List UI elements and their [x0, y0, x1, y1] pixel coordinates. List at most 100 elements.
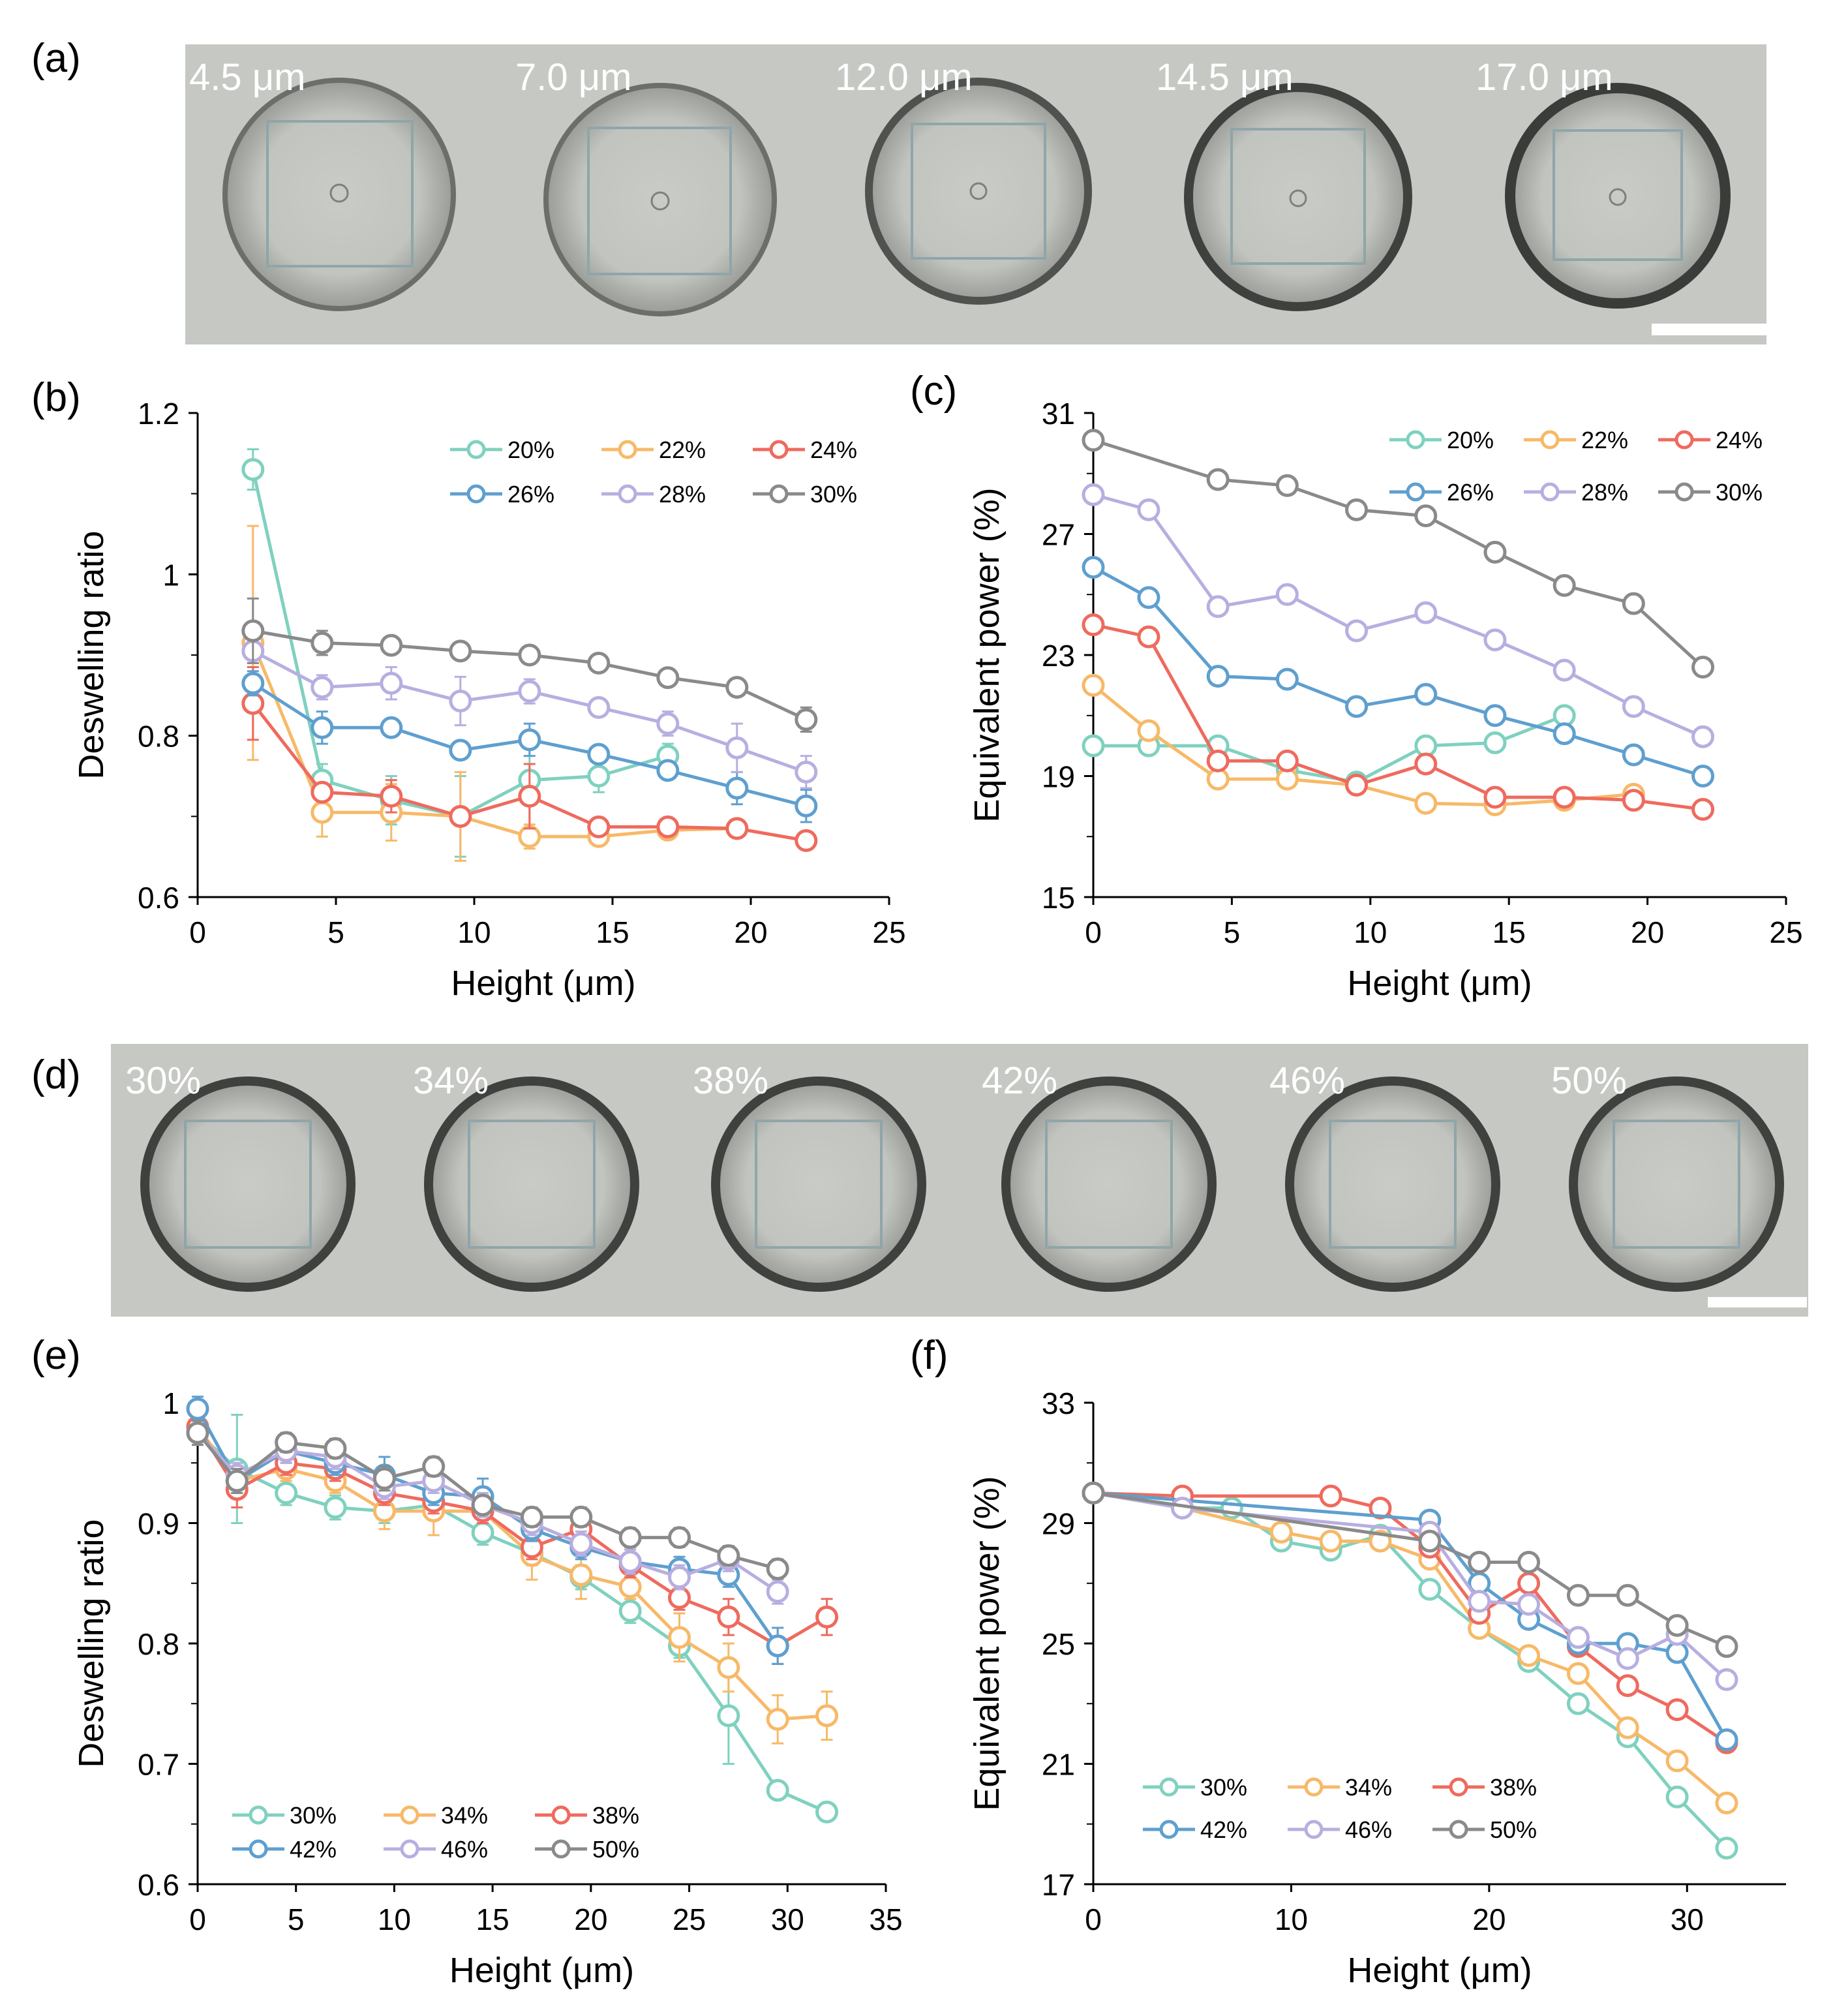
- y-tick-label: 21: [1042, 1748, 1075, 1782]
- strip-d-label-6: 50%: [1551, 1060, 1627, 1102]
- data-point: [324, 1437, 347, 1460]
- data-point: [717, 1704, 740, 1728]
- data-point: [717, 1544, 740, 1567]
- data-point: [725, 817, 749, 840]
- y-axis-title: Equivalent power (%): [967, 1476, 1007, 1810]
- strip-a-square-3: [911, 123, 1046, 260]
- data-point: [380, 716, 403, 739]
- y-tick-label: 0.8: [138, 720, 179, 754]
- panel-label-a: (a): [31, 36, 81, 81]
- data-point: [656, 815, 680, 838]
- y-tick-label: 33: [1042, 1386, 1075, 1420]
- legend-label: 30%: [810, 481, 857, 508]
- data-point: [668, 1566, 691, 1589]
- strip-d-tile-6: 50%: [1551, 1060, 1784, 1292]
- strip-a-disc-3: [865, 78, 1092, 305]
- data-point: [1275, 583, 1299, 606]
- data-point: [1414, 601, 1438, 624]
- x-tick-label: 0: [1085, 915, 1102, 949]
- strip-d-square-6: [1613, 1120, 1740, 1249]
- strip-a-square-1: [266, 120, 414, 267]
- data-point: [225, 1469, 249, 1493]
- x-tick-label: 30: [771, 1902, 804, 1936]
- y-tick-label: 0.7: [138, 1748, 179, 1782]
- legend-marker: [1540, 430, 1560, 450]
- data-point: [766, 1779, 789, 1802]
- legend-label: 20%: [1447, 427, 1494, 453]
- data-point: [1137, 586, 1160, 609]
- legend-marker: [466, 484, 486, 504]
- data-point: [275, 1481, 298, 1504]
- legend-marker: [618, 440, 637, 459]
- data-point: [725, 675, 749, 699]
- data-point: [1414, 682, 1438, 706]
- data-point: [1616, 1647, 1639, 1670]
- data-point: [725, 776, 749, 800]
- data-point: [795, 760, 818, 784]
- strip-a-disc-2: [543, 83, 777, 316]
- data-point: [795, 708, 818, 731]
- legend-marker: [1406, 430, 1425, 450]
- y-tick-label: 23: [1042, 639, 1075, 673]
- x-tick-label: 15: [476, 1902, 509, 1936]
- data-point: [795, 794, 818, 817]
- data-point: [1206, 664, 1230, 688]
- strip-a-label-2: 7.0 μm: [515, 56, 631, 99]
- strip-d-square-5: [1329, 1120, 1457, 1249]
- data-point: [815, 1605, 839, 1628]
- data-point: [1345, 498, 1369, 521]
- data-point: [449, 639, 472, 663]
- data-point: [1517, 1643, 1541, 1667]
- y-tick-label: 25: [1042, 1627, 1075, 1661]
- y-tick-label: 0.9: [138, 1507, 179, 1541]
- legend-marker: [249, 1805, 268, 1825]
- x-tick-label: 25: [673, 1902, 706, 1936]
- data-point: [241, 692, 265, 715]
- strip-a-tile-2: 7.0 μm: [515, 56, 777, 316]
- strip-d-tile-4: 42%: [982, 1060, 1217, 1292]
- data-point: [1468, 1589, 1491, 1613]
- series-line: [1092, 566, 1704, 778]
- data-point: [275, 1431, 298, 1454]
- data-point: [380, 671, 403, 695]
- legend-marker: [1449, 1820, 1468, 1839]
- y-tick-label: 15: [1042, 881, 1075, 915]
- legend-marker: [466, 440, 486, 459]
- series-line: [1093, 714, 1566, 784]
- x-axis-title: Height (μm): [451, 964, 635, 1003]
- legend-marker: [769, 484, 789, 504]
- y-tick-label: 1: [162, 558, 179, 592]
- legend-label: 30%: [1200, 1774, 1247, 1801]
- legend-label: 38%: [592, 1802, 639, 1829]
- strip-a-dot-3: [969, 182, 988, 200]
- legend-label: 30%: [1716, 479, 1763, 506]
- data-point: [1369, 1496, 1392, 1520]
- legend-label: 30%: [290, 1802, 337, 1829]
- x-tick-label: 20: [1631, 915, 1664, 949]
- data-point: [241, 458, 265, 481]
- series-42%: [1082, 1481, 1738, 1752]
- legend-marker: [1540, 482, 1560, 502]
- strip-a-dot-5: [1609, 188, 1627, 206]
- data-point: [518, 643, 541, 667]
- data-point: [1715, 1728, 1738, 1752]
- data-point: [422, 1455, 446, 1478]
- data-point: [1414, 504, 1438, 528]
- legend-label: 24%: [810, 436, 857, 463]
- x-tick-label: 20: [734, 915, 767, 949]
- data-point: [1665, 1749, 1689, 1773]
- strip-a-label-3: 12.0 μm: [835, 56, 973, 99]
- data-point: [766, 1634, 789, 1658]
- data-point: [1665, 1785, 1689, 1809]
- legend-label: 20%: [507, 436, 554, 463]
- strip-a-label-1: 4.5 μm: [189, 56, 305, 99]
- series-28%: [1082, 483, 1715, 748]
- legend-marker: [551, 1805, 571, 1825]
- data-point: [766, 1580, 789, 1604]
- y-tick-label: 17: [1042, 1868, 1075, 1902]
- data-point: [1275, 667, 1299, 691]
- series-line: [1093, 1491, 1728, 1850]
- panel-label-b: (b): [31, 375, 81, 420]
- strip-d-square-4: [1045, 1120, 1173, 1249]
